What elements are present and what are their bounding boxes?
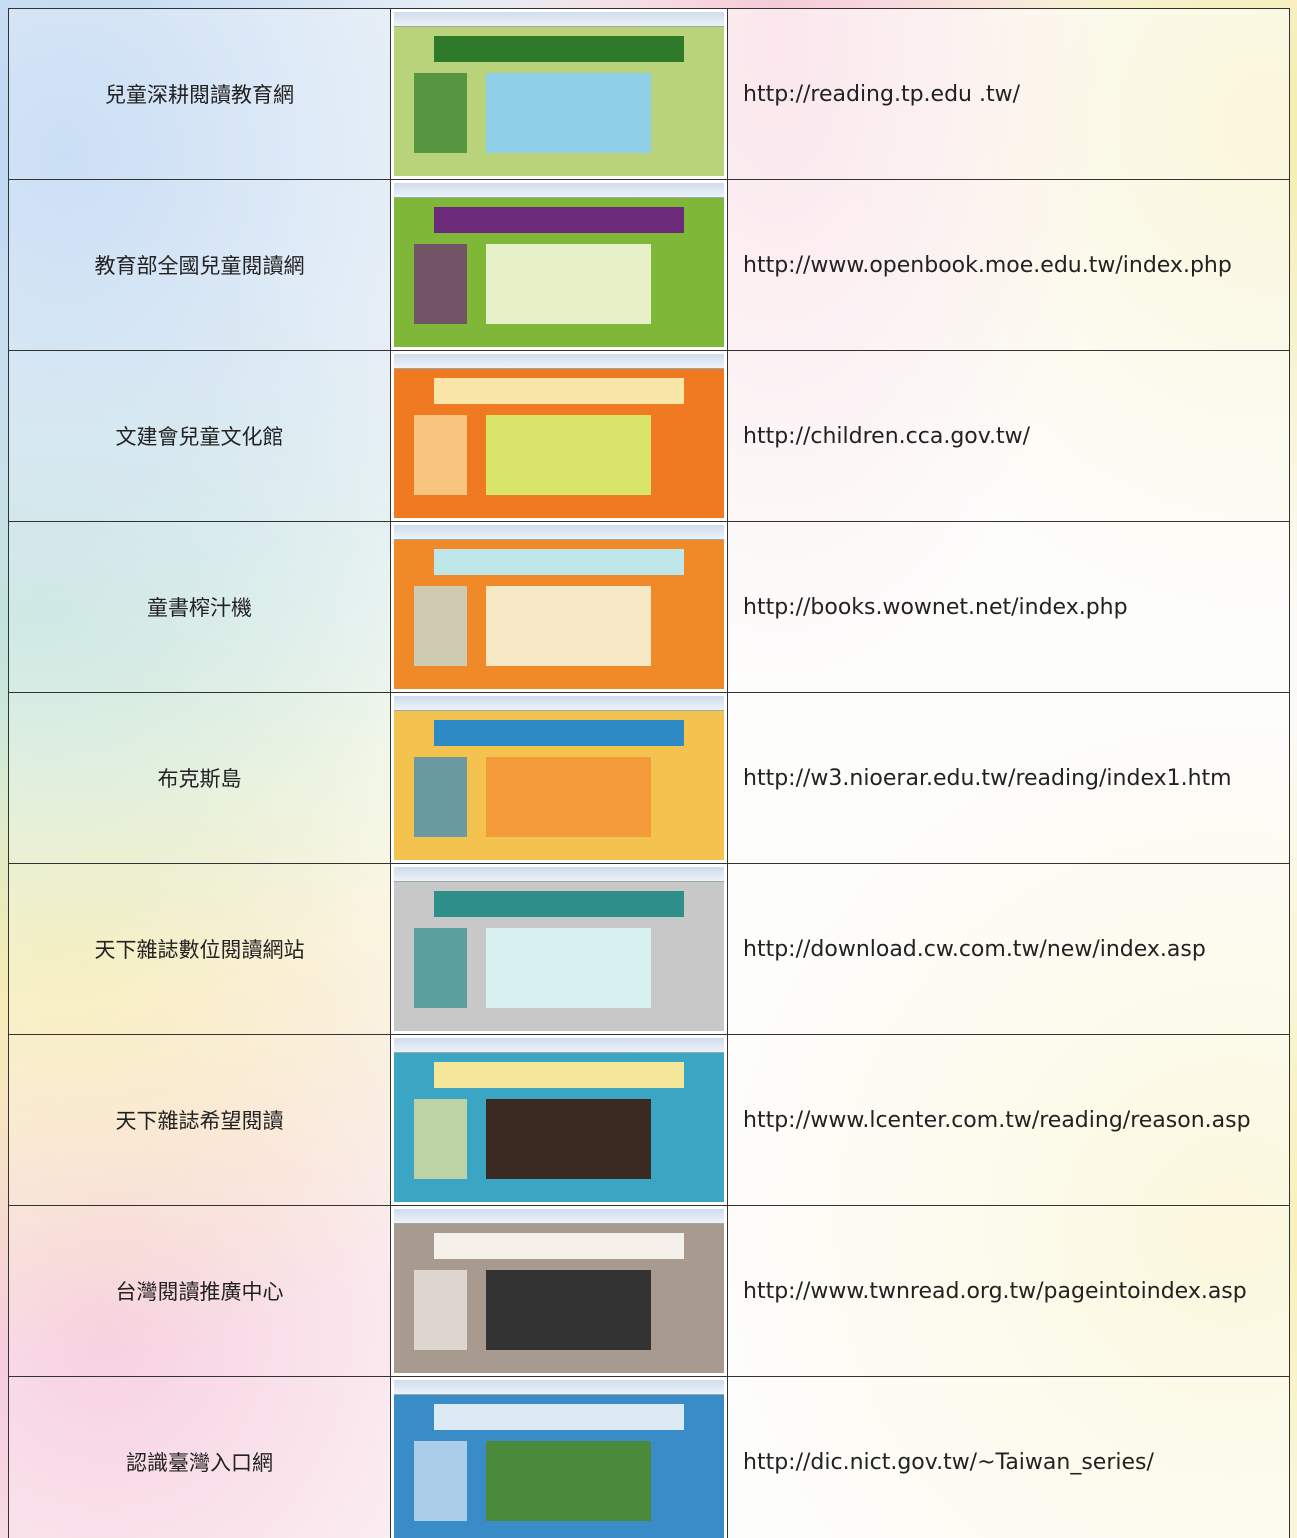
- site-screenshot: [390, 180, 727, 350]
- table-row: 認識臺灣入口網 http://dic.nict.gov.tw/~Taiwan_se…: [8, 1376, 1290, 1538]
- site-url: http://www.openbook.moe.edu.tw/index.php: [727, 180, 1290, 350]
- panel: [486, 1441, 652, 1522]
- banner: [433, 1403, 685, 1430]
- browser-bar: [394, 867, 724, 882]
- site-screenshot: [390, 9, 727, 179]
- screenshot: [394, 354, 724, 518]
- sidebar: [413, 1441, 467, 1522]
- site-url: http://w3.nioerar.edu.tw/reading/index1.…: [727, 693, 1290, 863]
- browser-bar: [394, 12, 724, 27]
- site-url: http://children.cca.gov.tw/: [727, 351, 1290, 521]
- site-url: http://reading.tp.edu .tw/: [727, 9, 1290, 179]
- site-url: http://www.lcenter.com.tw/reading/reason…: [727, 1035, 1290, 1205]
- sidebar: [413, 1270, 467, 1351]
- page-content: [394, 198, 724, 343]
- sidebar: [413, 244, 467, 325]
- browser-bar: [394, 183, 724, 198]
- sidebar: [413, 586, 467, 667]
- browser-bar: [394, 525, 724, 540]
- sidebar: [413, 757, 467, 838]
- table-row: 文建會兒童文化館 http://children.cca.gov.tw/: [8, 350, 1290, 521]
- panel: [486, 73, 652, 154]
- browser-bar: [394, 696, 724, 711]
- site-screenshot: [390, 1206, 727, 1376]
- sidebar: [413, 415, 467, 496]
- table-row: 布克斯島 http://w3.nioerar.edu.tw/reading/ind…: [8, 692, 1290, 863]
- page-content: [394, 369, 724, 514]
- banner: [433, 35, 685, 62]
- page-content: [394, 540, 724, 685]
- panel: [486, 1270, 652, 1351]
- site-url: http://books.wownet.net/index.php: [727, 522, 1290, 692]
- panel: [486, 586, 652, 667]
- sidebar: [413, 928, 467, 1009]
- panel: [486, 1099, 652, 1180]
- banner: [433, 377, 685, 404]
- site-name: 認識臺灣入口網: [8, 1377, 390, 1538]
- site-url: http://download.cw.com.tw/new/index.asp: [727, 864, 1290, 1034]
- screenshot: [394, 12, 724, 176]
- table-row: 天下雜誌希望閱讀 http://www.lcenter.com.tw/readin…: [8, 1034, 1290, 1205]
- screenshot: [394, 525, 724, 689]
- site-name: 童書榨汁機: [8, 522, 390, 692]
- browser-bar: [394, 354, 724, 369]
- page-content: [394, 1053, 724, 1198]
- site-name: 天下雜誌希望閱讀: [8, 1035, 390, 1205]
- browser-bar: [394, 1380, 724, 1395]
- site-name: 教育部全國兒童閱讀網: [8, 180, 390, 350]
- screenshot: [394, 1209, 724, 1373]
- panel: [486, 244, 652, 325]
- banner: [433, 1232, 685, 1259]
- panel: [486, 928, 652, 1009]
- site-screenshot: [390, 1035, 727, 1205]
- page-content: [394, 711, 724, 856]
- screenshot: [394, 183, 724, 347]
- banner: [433, 548, 685, 575]
- panel: [486, 415, 652, 496]
- site-url: http://dic.nict.gov.tw/~Taiwan_series/: [727, 1377, 1290, 1538]
- table-row: 童書榨汁機 http://books.wownet.net/index.php: [8, 521, 1290, 692]
- site-screenshot: [390, 1377, 727, 1538]
- browser-bar: [394, 1209, 724, 1224]
- screenshot: [394, 867, 724, 1031]
- site-name: 兒童深耕閱讀教育網: [8, 9, 390, 179]
- page-content: [394, 1395, 724, 1538]
- site-screenshot: [390, 522, 727, 692]
- site-name: 布克斯島: [8, 693, 390, 863]
- table-row: 台灣閱讀推廣中心 http://www.twnread.org.tw/pagein…: [8, 1205, 1290, 1376]
- table-row: 兒童深耕閱讀教育網 http://reading.tp.edu .tw/: [8, 8, 1290, 179]
- site-name: 台灣閱讀推廣中心: [8, 1206, 390, 1376]
- site-name: 文建會兒童文化館: [8, 351, 390, 521]
- site-screenshot: [390, 864, 727, 1034]
- sidebar: [413, 73, 467, 154]
- panel: [486, 757, 652, 838]
- banner: [433, 206, 685, 233]
- banner: [433, 1061, 685, 1088]
- banner: [433, 890, 685, 917]
- screenshot: [394, 1380, 724, 1538]
- screenshot: [394, 696, 724, 860]
- site-screenshot: [390, 351, 727, 521]
- page-content: [394, 1224, 724, 1369]
- screenshot: [394, 1038, 724, 1202]
- banner: [433, 719, 685, 746]
- table-row: 教育部全國兒童閱讀網 http://www.openbook.moe.edu.tw…: [8, 179, 1290, 350]
- sidebar: [413, 1099, 467, 1180]
- site-name: 天下雜誌數位閱讀網站: [8, 864, 390, 1034]
- browser-bar: [394, 1038, 724, 1053]
- page-content: [394, 882, 724, 1027]
- page-content: [394, 27, 724, 172]
- site-url: http://www.twnread.org.tw/pageintoindex.…: [727, 1206, 1290, 1376]
- table-row: 天下雜誌數位閱讀網站 http://download.cw.com.tw/new/…: [8, 863, 1290, 1034]
- site-screenshot: [390, 693, 727, 863]
